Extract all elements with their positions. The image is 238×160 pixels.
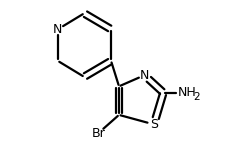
Text: 2: 2: [193, 92, 200, 102]
Text: N: N: [140, 69, 149, 82]
Text: S: S: [150, 118, 158, 131]
Text: Br: Br: [91, 127, 105, 140]
Text: NH: NH: [178, 86, 196, 99]
Text: N: N: [53, 23, 63, 36]
